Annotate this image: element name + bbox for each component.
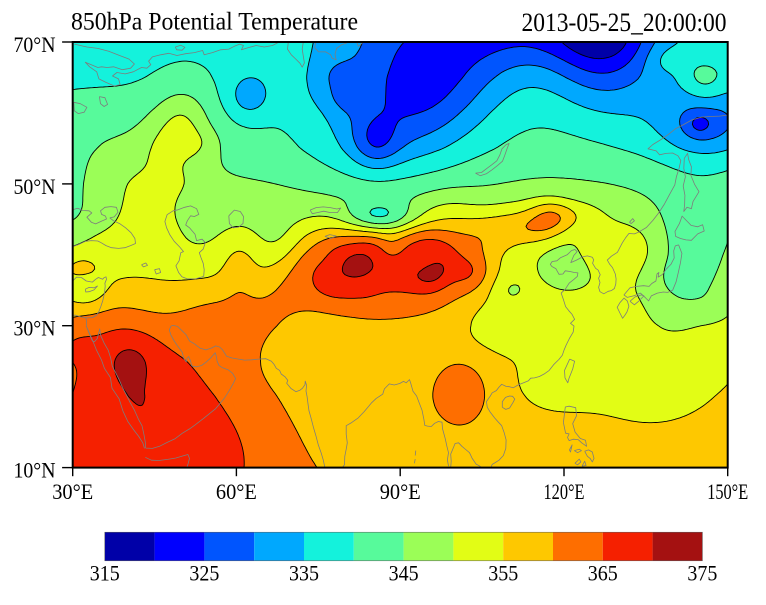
svg-text:120°E: 120°E [544, 479, 585, 504]
svg-text:345: 345 [389, 561, 419, 586]
svg-text:70°N: 70°N [14, 32, 56, 57]
svg-text:90°E: 90°E [380, 479, 421, 504]
svg-text:2013-05-25_20:00:00: 2013-05-25_20:00:00 [522, 7, 727, 37]
svg-text:10°N: 10°N [14, 458, 56, 483]
svg-text:150°E: 150°E [707, 479, 748, 504]
svg-text:335: 335 [289, 561, 319, 586]
svg-text:60°E: 60°E [216, 479, 257, 504]
svg-text:50°N: 50°N [14, 174, 56, 199]
svg-text:30°N: 30°N [14, 316, 56, 341]
svg-text:315: 315 [90, 561, 120, 586]
svg-text:325: 325 [189, 561, 219, 586]
svg-text:30°E: 30°E [52, 479, 93, 504]
svg-text:365: 365 [588, 561, 618, 586]
svg-text:355: 355 [488, 561, 518, 586]
svg-text:850hPa Potential Temperature: 850hPa Potential Temperature [71, 8, 358, 35]
svg-text:375: 375 [687, 561, 717, 586]
